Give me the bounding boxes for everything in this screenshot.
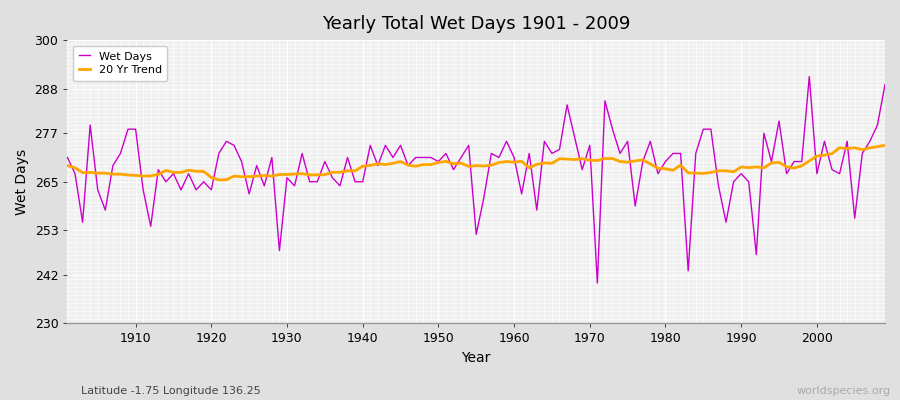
Wet Days xyxy=(804,74,814,79)
20 Yr Trend xyxy=(62,163,73,168)
Title: Yearly Total Wet Days 1901 - 2009: Yearly Total Wet Days 1901 - 2009 xyxy=(322,15,630,33)
X-axis label: Year: Year xyxy=(462,351,490,365)
Y-axis label: Wet Days: Wet Days xyxy=(15,149,29,215)
Wet Days xyxy=(879,82,890,87)
Legend: Wet Days, 20 Yr Trend: Wet Days, 20 Yr Trend xyxy=(73,46,167,81)
20 Yr Trend xyxy=(517,159,527,164)
20 Yr Trend xyxy=(608,156,618,161)
Wet Days xyxy=(608,127,618,132)
20 Yr Trend xyxy=(508,160,519,164)
Wet Days xyxy=(122,127,133,132)
20 Yr Trend xyxy=(879,143,890,148)
Wet Days xyxy=(501,139,512,144)
Line: Wet Days: Wet Days xyxy=(68,76,885,283)
Wet Days xyxy=(592,280,603,285)
Line: 20 Yr Trend: 20 Yr Trend xyxy=(68,145,885,180)
Wet Days xyxy=(289,184,300,188)
Text: worldspecies.org: worldspecies.org xyxy=(796,386,891,396)
Wet Days xyxy=(62,155,73,160)
Wet Days xyxy=(335,184,346,188)
20 Yr Trend xyxy=(297,171,308,176)
Text: Latitude -1.75 Longitude 136.25: Latitude -1.75 Longitude 136.25 xyxy=(81,386,261,396)
Wet Days xyxy=(508,155,519,160)
20 Yr Trend xyxy=(213,178,224,182)
20 Yr Trend xyxy=(122,173,133,178)
20 Yr Trend xyxy=(342,168,353,173)
